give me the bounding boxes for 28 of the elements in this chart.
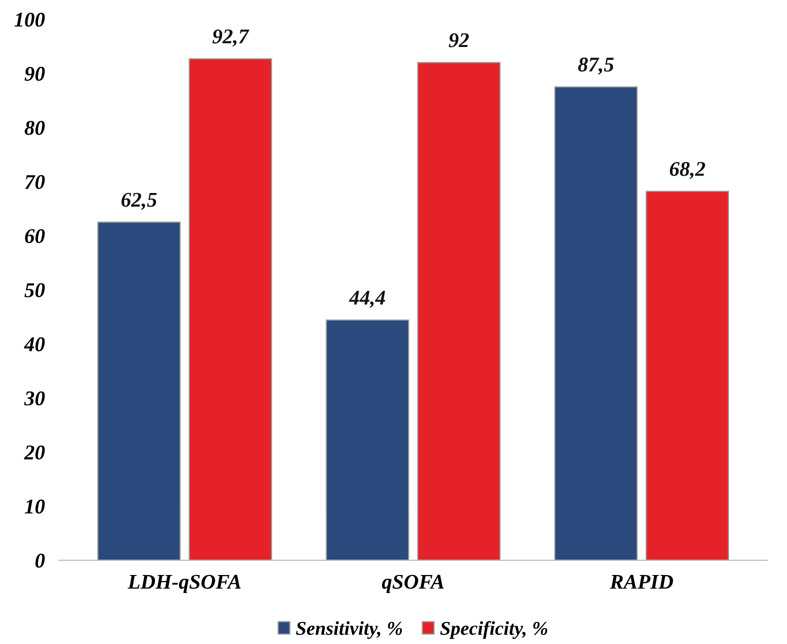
bar	[646, 190, 730, 560]
data-label: 92	[448, 33, 469, 48]
x-tick-label: qSOFA	[382, 574, 444, 594]
bar	[554, 86, 638, 560]
y-tick-label: 40	[24, 337, 45, 352]
data-label: 92,7	[212, 29, 250, 46]
x-tick-label: LDH-qSOFA	[128, 574, 241, 594]
y-tick-label: 100	[14, 12, 45, 27]
data-label: 44,4	[348, 290, 386, 308]
y-tick-label: 30	[24, 391, 45, 406]
x-tick-label: RAPID	[610, 574, 674, 589]
legend-label: Specificity, %	[440, 621, 548, 639]
y-tick-label: 90	[24, 66, 45, 81]
data-label: 62,5	[121, 192, 157, 210]
bar	[97, 222, 181, 560]
legend-label: Sensitivity, %	[296, 621, 402, 639]
data-label: 87,5	[578, 58, 614, 75]
y-tick-label: 80	[24, 120, 45, 135]
y-tick-label: 20	[24, 445, 45, 460]
bar	[188, 58, 272, 560]
y-tick-label: 60	[25, 229, 45, 244]
data-label: 68,2	[670, 162, 706, 180]
y-tick-label: 50	[24, 283, 45, 298]
y-tick-label: 70	[25, 174, 45, 190]
y-tick-label: 10	[24, 500, 45, 514]
bar	[326, 320, 410, 560]
bar	[417, 62, 501, 560]
y-tick-label: 0	[35, 554, 45, 568]
